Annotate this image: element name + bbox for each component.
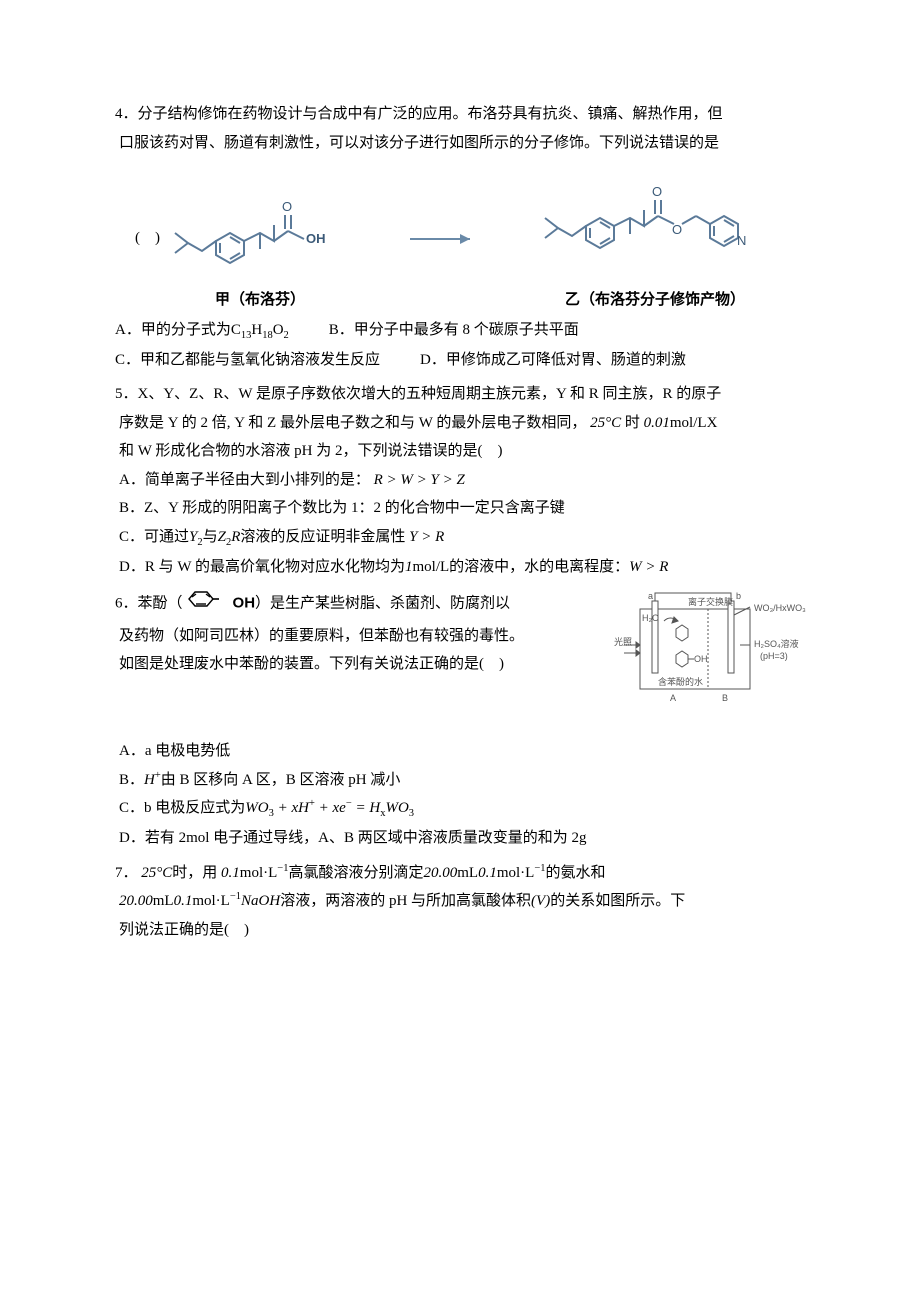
q5-l2b: 时 [625, 415, 640, 431]
diagram-bottom-label: 含苯酚的水 [658, 676, 703, 687]
q4-right-o1-label: O [652, 184, 662, 199]
q5-temp: 25°C [590, 415, 621, 431]
q5-option-a: A．简单离子半径由大到小排列的是： R > W > Y > Z [119, 466, 810, 495]
q5-l1-text: X、Y、Z、R、W 是原子序数依次增大的五种短周期主族元素，Y 和 R 同主族，… [138, 386, 722, 402]
q5-l2c: X [707, 415, 718, 431]
q4-stem1-text: 分子结构修饰在药物设计与合成中有广泛的应用。布洛芬具有抗炎、镇痛、解热作用，但 [138, 106, 723, 122]
q5-optD-mid: 的溶液中，水的电离程度： [449, 559, 629, 575]
q5-optC-post: 溶液的反应证明非金属性 [240, 529, 405, 545]
diagram-elec-b: b [736, 591, 741, 601]
q4-right-caption: 乙（布洛芬分子修饰产物） [540, 286, 770, 315]
diagram-membrane-label: 离子交换膜 [688, 596, 733, 607]
q5-l2a: 序数是 Y 的 2 倍, Y 和 Z 最外层电子数之和与 W 的最外层电子数相同… [119, 415, 586, 431]
q6-option-a: A．a 电极电势低 [119, 737, 810, 766]
q6-number: 6． [115, 596, 138, 612]
q7-f2: 20.00mL0.1mol·L−1 [423, 865, 545, 881]
q5-number: 5． [115, 386, 138, 402]
ibuprofen-modified-structure-icon: O O N [540, 163, 770, 273]
diagram-h2o-label: H₂O [642, 613, 659, 623]
q4-option-a: A．甲的分子式为C13H18O2 [115, 316, 289, 346]
q4-chemical-structures: ( ) [115, 157, 810, 316]
q7-l2: 20.00mL0.1mol·L−1NaOH溶液，两溶液的 pH 与所加高氯酸体积… [119, 887, 810, 916]
q6-option-b: B．H+由 B 区移向 A 区，B 区溶液 pH 减小 [119, 766, 810, 795]
diagram-elec-a: a [648, 591, 653, 601]
q7-l1b: 时，用 [172, 865, 217, 881]
electrolysis-cell-icon: 离子交换膜 H₂O 光照 OH 含苯酚的水 WO₃/HxWO₃ H₂SO₄溶液 … [610, 587, 810, 717]
q6-oh-label: OH [233, 595, 256, 612]
q7-l2a: 溶液，两溶液的 pH 与所加高氯酸体积 [280, 893, 531, 909]
q4-struct-right: O O N 乙（布洛芬分子修饰产物） [540, 163, 770, 314]
ibuprofen-structure-icon: O OH [170, 183, 350, 273]
question-5: 5．X、Y、Z、R、W 是原子序数依次增大的五种短周期主族元素，Y 和 R 同主… [115, 380, 810, 581]
q6-optB-post: 由 B 区移向 A 区，B 区溶液 pH 减小 [161, 772, 401, 788]
diagram-light-label: 光照 [614, 636, 632, 647]
diagram-a-region: A [670, 693, 676, 703]
q7-l1c: 高氯酸溶液分别滴定 [288, 865, 423, 881]
q5-conc: 0.01mol/L [644, 415, 707, 431]
diagram-wo3-label: WO₃/HxWO₃ [754, 603, 806, 613]
q7-number: 7． [115, 865, 138, 881]
q6-post1: ）是生产某些树脂、杀菌剂、防腐剂以 [255, 596, 510, 612]
q4-left-o-label: O [282, 199, 292, 214]
q7-l1: 7． 25°C时，用 0.1mol·L−1高氯酸溶液分别滴定20.00mL0.1… [115, 859, 810, 888]
q4-right-n-label: N [737, 233, 746, 248]
q6-stem-l2: 及药物（如阿司匹林）的重要原料，但苯酚也有较强的毒性。 [119, 622, 602, 651]
q4-option-b: B．甲分子中最多有 8 个碳原子共平面 [329, 316, 579, 346]
q5-optC-mid: 与 [203, 529, 218, 545]
q6-stem-l3: 如图是处理废水中苯酚的装置。下列有关说法正确的是( ) [119, 650, 602, 679]
diagram-h2so4-label: H₂SO₄溶液 [754, 638, 799, 649]
phenol-inline-icon [183, 587, 233, 622]
q6-pre: 苯酚（ [138, 596, 183, 612]
q6-option-d: D．若有 2mol 电子通过导线，A、B 两区域中溶液质量改变量的和为 2g [119, 824, 810, 853]
q5-option-c: C．可通过Y2与Z2R溶液的反应证明非金属性 Y > R [119, 523, 810, 553]
q4-options-cd: C．甲和乙都能与氢氧化钠溶液发生反应 D．甲修饰成乙可降低对胃、肠道的刺激 [115, 346, 810, 375]
q4-left-caption: 甲（布洛芬） [170, 286, 350, 315]
q6-optC-pre: C．b 电极反应式为 [119, 800, 245, 816]
q6-apparatus-diagram: 离子交换膜 H₂O 光照 OH 含苯酚的水 WO₃/HxWO₃ H₂SO₄溶液 … [610, 587, 810, 717]
q7-l2v: (V) [531, 893, 550, 909]
question-4: 4．分子结构修饰在药物设计与合成中有广泛的应用。布洛芬具有抗炎、镇痛、解热作用，… [115, 100, 810, 374]
q7-temp: 25°C [141, 865, 172, 881]
q7-l2-f1: 20.00mL0.1mol·L−1NaOH [119, 893, 280, 909]
q5-option-b: B．Z、Y 形成的阴阳离子个数比为 1：2 的化合物中一定只含离子键 [119, 494, 810, 523]
q4-right-o2-label: O [672, 222, 682, 237]
q4-stem-line2: 口服该药对胃、肠道有刺激性，可以对该分子进行如图所示的分子修饰。下列说法错误的是 [119, 129, 810, 158]
q5-stem-l2: 序数是 Y 的 2 倍, Y 和 Z 最外层电子数之和与 W 的最外层电子数相同… [119, 409, 810, 438]
q4-number: 4． [115, 106, 138, 122]
q7-l2b: 的关系如图所示。下 [550, 893, 685, 909]
q6-optB-pre: B． [119, 772, 144, 788]
q6-stem-text: 6．苯酚（ OH）是生产某些树脂、杀菌剂、防腐剂以 及药物（如阿司匹林）的重要原料… [115, 587, 602, 679]
diagram-ph-label: (pH=3) [760, 651, 788, 661]
q4-options-ab: A．甲的分子式为C13H18O2 B．甲分子中最多有 8 个碳原子共平面 [115, 316, 810, 346]
q6-stem-l1: 6．苯酚（ OH）是生产某些树脂、杀菌剂、防腐剂以 [115, 587, 602, 622]
q6-option-c: C．b 电极反应式为WO3 + xH+ + xe− = HxWO3 [119, 794, 810, 824]
q7-l1d: 的氨水和 [546, 865, 606, 881]
q4-struct-left: O OH 甲（布洛芬） [170, 183, 350, 314]
q5-stem-l3: 和 W 形成化合物的水溶液 pH 为 2，下列说法错误的是( ) [119, 437, 810, 466]
q5-optD-pre: D．R 与 W 的最高价氧化物对应水化物均为 [119, 559, 405, 575]
q4-left-oh-label: OH [306, 231, 326, 246]
q4-paren: ( ) [135, 224, 160, 253]
question-6: 6．苯酚（OH）是生产某些树脂、杀菌剂、防腐剂以 及药物（如阿司匹林）的重要原料… [115, 587, 810, 852]
q4-stem-line1: 4．分子结构修饰在药物设计与合成中有广泛的应用。布洛芬具有抗炎、镇痛、解热作用，… [115, 100, 810, 129]
q5-optA-pre: A．简单离子半径由大到小排列的是： [119, 472, 370, 488]
q7-f1: 0.1mol·L−1 [221, 865, 288, 881]
q5-optA-formula: R > W > Y > Z [374, 472, 465, 488]
q5-option-d: D．R 与 W 的最高价氧化物对应水化物均为1mol/L的溶液中，水的电离程度：… [119, 553, 810, 582]
q4-option-d: D．甲修饰成乙可降低对胃、肠道的刺激 [420, 346, 686, 375]
q5-stem-l1: 5．X、Y、Z、R、W 是原子序数依次增大的五种短周期主族元素，Y 和 R 同主… [115, 380, 810, 409]
q4-option-c: C．甲和乙都能与氢氧化钠溶液发生反应 [115, 346, 380, 375]
reaction-arrow-icon [410, 194, 480, 284]
diagram-b-region: B [722, 693, 728, 703]
q5-optC-pre: C．可通过 [119, 529, 189, 545]
question-7: 7． 25°C时，用 0.1mol·L−1高氯酸溶液分别滴定20.00mL0.1… [115, 859, 810, 945]
q4-optA-pre: A．甲的分子式为 [115, 322, 231, 338]
q7-l3: 列说法正确的是( ) [119, 916, 810, 945]
diagram-oh-label: OH [694, 654, 708, 664]
